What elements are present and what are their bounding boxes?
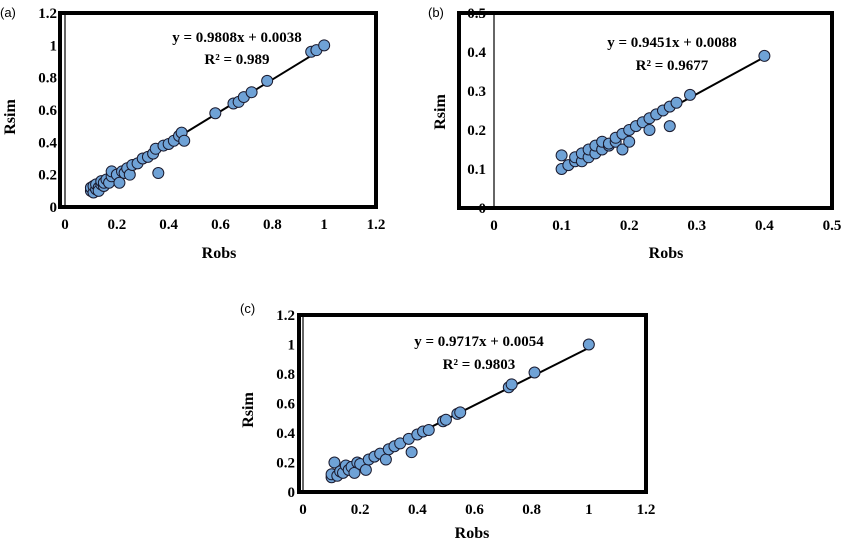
x-axis-title: Robs xyxy=(455,525,490,542)
x-tick-label: 0.5 xyxy=(823,218,842,234)
chart-panel-1: 0 0.2 0.4 0.6 0.8 1 1.2 0 0.2 0.4 0.6 0.8 1 1.2 y = 0.… xyxy=(0,5,385,262)
x-tick-label: 0.8 xyxy=(522,502,541,518)
data-point xyxy=(684,88,697,101)
r-squared-label: R² = 0.9677 xyxy=(636,58,709,74)
y-tick-label: 0 xyxy=(288,485,296,501)
data-point xyxy=(152,167,165,180)
y-tick-label: 0 xyxy=(50,200,58,216)
data-point xyxy=(643,124,656,136)
data-point xyxy=(758,49,771,62)
y-tick-label: 0.4 xyxy=(38,135,57,151)
data-point xyxy=(555,149,568,162)
regression-equation: y = 0.9717x + 0.0054 xyxy=(414,334,544,350)
data-point xyxy=(405,446,418,459)
panel-label: (b) xyxy=(428,5,444,20)
x-tick-label: 0.6 xyxy=(465,502,484,518)
panel-label: (a) xyxy=(0,5,16,20)
data-point xyxy=(670,96,683,109)
x-tick-label: 0 xyxy=(61,217,69,233)
x-tick-label: 0.3 xyxy=(687,218,706,234)
data-point xyxy=(422,424,435,437)
y-tick-label: 0.5 xyxy=(467,6,486,22)
y-tick-label: 0.6 xyxy=(276,397,295,413)
data-point xyxy=(454,406,467,419)
y-tick-label: 0.8 xyxy=(276,367,295,383)
y-tick-label: 0.2 xyxy=(467,123,486,139)
x-tick-label: 0 xyxy=(299,502,307,518)
panel-label: (c) xyxy=(240,301,255,316)
chart-panel-3: 0 0.2 0.4 0.6 0.8 1 1.2 0 0.2 0.4 0.6 0.8 1 1.2 y = 0.… xyxy=(240,301,655,542)
data-point xyxy=(318,39,331,52)
y-tick-label: 0.3 xyxy=(467,84,486,100)
data-point xyxy=(505,378,518,391)
y-tick-label: 1 xyxy=(288,338,296,354)
x-tick-label: 0.8 xyxy=(263,217,282,233)
regression-equation: y = 0.9808x + 0.0038 xyxy=(172,30,302,46)
x-tick-label: 0.4 xyxy=(408,502,427,518)
data-point xyxy=(616,143,629,156)
x-tick-label: 0.4 xyxy=(159,217,178,233)
y-tick-label: 0 xyxy=(479,201,487,217)
data-point xyxy=(359,463,372,476)
x-tick-label: 0.1 xyxy=(552,218,571,234)
x-axis-title: Robs xyxy=(202,245,237,262)
data-point xyxy=(439,413,452,426)
data-point xyxy=(328,456,341,469)
y-tick-label: 0.4 xyxy=(276,426,295,442)
data-point xyxy=(178,134,191,147)
y-tick-label: 1.2 xyxy=(276,308,295,324)
y-tick-label: 0.6 xyxy=(38,103,57,119)
x-tick-label: 0.2 xyxy=(351,502,370,518)
y-tick-label: 0.8 xyxy=(38,71,57,87)
chart-panel-2: 0 0.1 0.2 0.3 0.4 0.5 0 0.1 0.2 0.3 0.4 0.5 y = 0.94… xyxy=(428,5,841,262)
x-tick-label: 1.2 xyxy=(367,217,386,233)
r-squared-label: R² = 0.989 xyxy=(204,52,269,68)
data-point xyxy=(528,366,541,379)
x-tick-label: 1 xyxy=(585,502,593,518)
data-point xyxy=(113,176,126,189)
x-tick-label: 0.2 xyxy=(107,217,126,233)
data-point xyxy=(623,135,636,148)
y-axis-title: Rsim xyxy=(2,99,19,135)
x-tick-label: 1.2 xyxy=(637,502,656,518)
x-axis-title: Robs xyxy=(649,245,684,262)
x-tick-label: 0.4 xyxy=(755,218,774,234)
y-tick-label: 1 xyxy=(50,38,58,54)
data-point xyxy=(209,107,222,120)
y-axis-title: Rsim xyxy=(432,94,449,130)
data-point xyxy=(245,86,258,99)
data-point xyxy=(379,453,392,466)
regression-equation: y = 0.9451x + 0.0088 xyxy=(607,35,737,51)
x-tick-label: 0.6 xyxy=(211,217,230,233)
y-tick-label: 0.2 xyxy=(38,168,57,184)
r-squared-label: R² = 0.9803 xyxy=(443,357,516,373)
y-tick-label: 1.2 xyxy=(38,6,57,22)
y-tick-label: 0.4 xyxy=(467,45,486,61)
x-tick-label: 1 xyxy=(320,217,328,233)
y-tick-label: 0.2 xyxy=(276,456,295,472)
x-tick-label: 0 xyxy=(490,218,498,234)
x-tick-label: 0.2 xyxy=(620,218,639,234)
data-point xyxy=(582,338,595,351)
y-tick-label: 0.1 xyxy=(467,162,486,178)
data-point xyxy=(663,120,676,133)
data-point xyxy=(261,74,274,87)
y-axis-title: Rsim xyxy=(240,392,257,428)
